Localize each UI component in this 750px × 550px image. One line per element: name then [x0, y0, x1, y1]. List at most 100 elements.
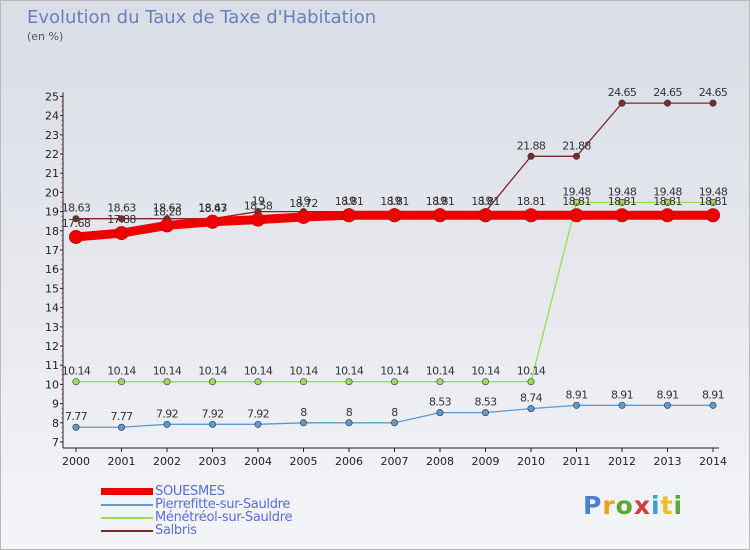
data-label: 8.91 — [611, 388, 633, 401]
data-label: 10.14 — [380, 365, 409, 378]
data-label: 18.81 — [517, 195, 546, 208]
y-tick-label: 10 — [45, 378, 59, 391]
x-tick-label: 2004 — [244, 455, 272, 468]
data-label: 19 — [252, 195, 265, 208]
y-tick-label: 7 — [52, 436, 59, 449]
data-point — [433, 208, 447, 223]
data-label: 10.14 — [107, 365, 136, 378]
data-label: 7.92 — [201, 407, 223, 420]
legend-item-souesmes: SOUESMES — [101, 485, 292, 498]
data-point — [296, 209, 311, 224]
data-label: 10.14 — [153, 365, 182, 378]
x-tick-label: 2008 — [426, 455, 454, 468]
data-point — [390, 419, 398, 427]
legend-swatch-souesmes — [101, 488, 153, 495]
y-tick-label: 25 — [45, 90, 59, 103]
data-label: 10.14 — [62, 365, 91, 378]
data-label: 10.14 — [335, 365, 364, 378]
data-point — [72, 215, 80, 223]
data-point — [299, 378, 307, 386]
data-point — [299, 419, 307, 427]
y-tick-label: 16 — [45, 263, 59, 276]
data-label: 18.81 — [335, 195, 364, 208]
data-label: 24.65 — [653, 86, 682, 99]
data-point — [163, 378, 171, 386]
data-point — [572, 401, 580, 409]
legend-swatch-menetreol — [101, 516, 153, 519]
chart-unit-label: (en %) — [27, 30, 64, 43]
data-label: 19.48 — [608, 185, 637, 198]
data-label: 19.48 — [653, 185, 682, 198]
data-label: 7.77 — [65, 410, 88, 423]
data-point — [72, 378, 80, 386]
series-2: 10.14 10.14 10.14 10.14 10.14 10.14 10.14 10.14… — [62, 185, 728, 386]
data-point — [118, 215, 126, 223]
data-point — [709, 198, 717, 206]
data-label: 19 — [479, 195, 492, 208]
series-1: 7.77 7.77 7.92 7.92 7.92 8 8 8 8.53 8.53 8.74 8.91 8… — [65, 388, 725, 431]
x-tick-label: 2005 — [290, 455, 318, 468]
data-point — [572, 198, 580, 206]
data-point — [72, 423, 80, 431]
y-tick-label: 18 — [45, 225, 59, 238]
x-tick-label: 2011 — [563, 455, 591, 468]
data-point — [660, 208, 675, 223]
data-point — [524, 208, 538, 223]
data-label: 18.47 — [198, 202, 227, 215]
y-tick-label: 21 — [45, 167, 59, 180]
y-tick-label: 22 — [45, 148, 59, 161]
y-tick-label: 19 — [45, 206, 59, 219]
chart-title: Evolution du Taux de Taxe d'Habitation — [27, 7, 377, 28]
data-point — [618, 99, 626, 107]
y-tick-label: 23 — [45, 129, 59, 142]
data-label: 18.58 — [244, 200, 273, 213]
data-point — [527, 405, 535, 413]
x-tick-label: 2001 — [108, 455, 136, 468]
y-tick-label: 20 — [45, 186, 59, 199]
data-label: 18.81 — [653, 195, 682, 208]
data-point — [436, 378, 444, 386]
data-point — [478, 208, 493, 223]
data-label: 19.48 — [562, 185, 591, 198]
data-point — [709, 99, 717, 107]
data-label: 18.81 — [608, 195, 637, 208]
data-label: 21.88 — [562, 139, 591, 152]
data-point — [342, 208, 356, 223]
data-label: 18.63 — [153, 202, 182, 215]
legend-swatch-pierrefitte — [101, 503, 153, 506]
data-label: 17.88 — [107, 213, 136, 226]
y-tick-label: 24 — [45, 110, 59, 123]
data-label: 17.68 — [62, 217, 91, 230]
data-point — [663, 99, 671, 107]
data-label: 18.63 — [107, 202, 136, 215]
data-label: 18.81 — [562, 195, 591, 208]
data-point — [345, 378, 353, 386]
data-label: 19.48 — [699, 185, 728, 198]
legend-label-menetreol: Ménétréol-sur-Sauldre — [155, 510, 293, 525]
data-point — [345, 419, 353, 427]
y-tick-label: 12 — [45, 340, 59, 353]
data-label: 18.28 — [153, 205, 182, 218]
data-point — [569, 208, 584, 223]
legend-swatch-salbris — [101, 529, 153, 532]
data-label: 10.14 — [244, 365, 273, 378]
data-label: 8.53 — [429, 396, 452, 409]
x-tick-label: 2006 — [335, 455, 363, 468]
data-label: 10.14 — [517, 365, 546, 378]
legend-label-salbris: Salbris — [155, 523, 197, 538]
data-label: 19 — [434, 195, 447, 208]
data-point — [390, 378, 398, 386]
legend-item-salbris: Salbris — [101, 524, 292, 537]
data-point — [118, 378, 126, 386]
x-tick-label: 2010 — [517, 455, 545, 468]
data-point — [572, 152, 580, 160]
data-point — [481, 378, 489, 386]
data-point — [663, 401, 671, 409]
data-point — [114, 226, 129, 241]
data-point — [618, 198, 626, 206]
y-tick-label: 8 — [52, 417, 59, 430]
data-point — [527, 378, 535, 386]
data-label: 24.65 — [699, 86, 728, 99]
data-point — [706, 208, 720, 223]
data-point — [118, 423, 126, 431]
